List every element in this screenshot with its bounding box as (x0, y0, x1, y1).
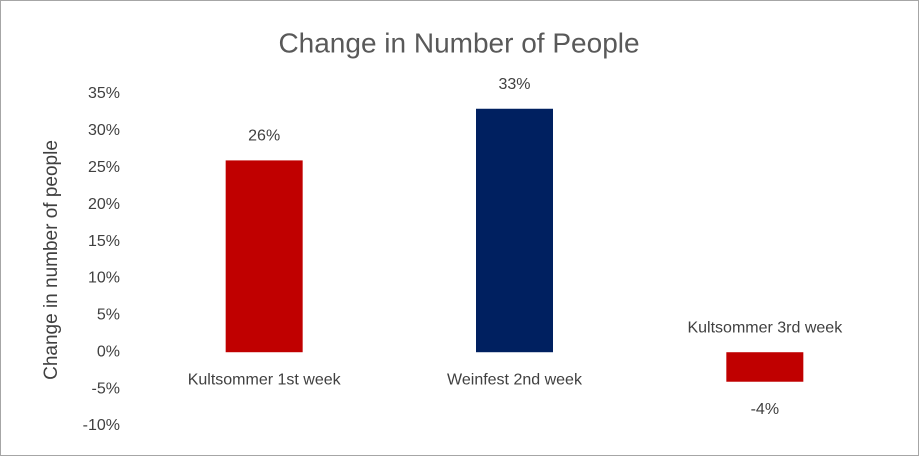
bar (726, 352, 804, 382)
y-axis-title: Change in number of people (41, 140, 62, 380)
y-tick-label: 20% (88, 196, 120, 213)
y-tick-label: -10% (83, 417, 120, 434)
y-tick-label: 0% (97, 343, 120, 360)
y-tick-label: 35% (88, 85, 120, 102)
y-tick-label: 30% (88, 122, 120, 139)
category-label: Kultsommer 3rd week (687, 319, 843, 336)
chart-title: Change in Number of People (278, 27, 639, 58)
category-label: Kultsommer 1st week (188, 371, 342, 388)
bar (225, 160, 303, 353)
y-tick-label: 25% (88, 159, 120, 176)
y-tick-label: -5% (92, 380, 120, 397)
category-label: Weinfest 2nd week (447, 371, 583, 388)
y-tick-label: 15% (88, 233, 120, 250)
y-tick-label: 5% (97, 307, 120, 324)
bar (476, 108, 553, 353)
value-label: -4% (751, 401, 779, 418)
y-tick-label: 10% (88, 270, 120, 287)
value-label: 26% (248, 128, 280, 145)
value-label: 33% (498, 76, 530, 93)
